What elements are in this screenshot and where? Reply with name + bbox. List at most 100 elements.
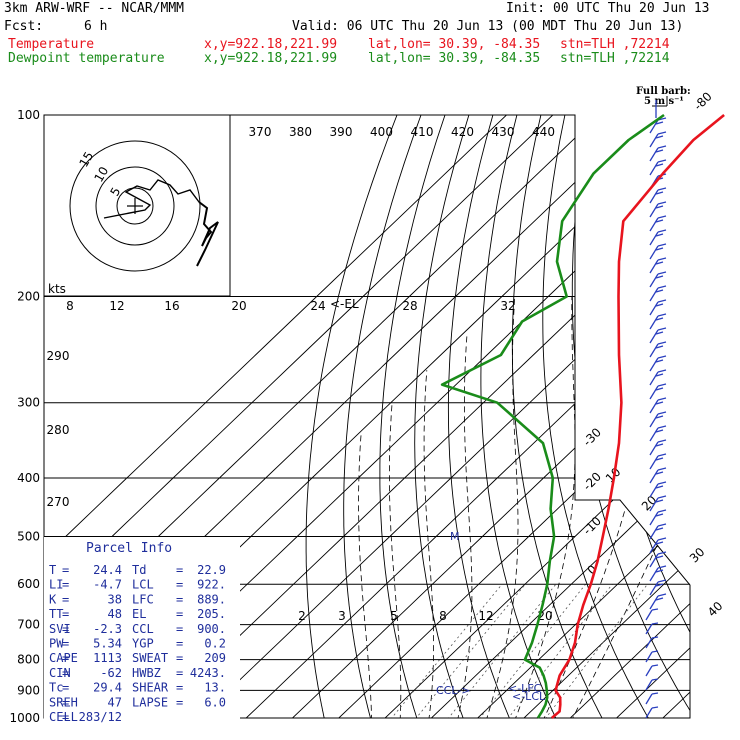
parcel-key: PW — [49, 637, 64, 651]
wind-barb — [649, 189, 659, 204]
wind-barb — [649, 455, 659, 470]
isotherm-line — [338, 115, 690, 718]
parcel-value: 5.34 — [93, 637, 122, 651]
parcel-value: 283/12 — [79, 710, 122, 724]
dewpoint-latlon: lat,lon= 30.39, -84.35 — [368, 51, 541, 66]
wind-barb — [645, 623, 653, 635]
wind-barb-flag — [657, 201, 667, 205]
hodograph-trace-upper — [196, 201, 219, 267]
wind-barb-flag — [655, 205, 664, 209]
wind-barb-flag — [655, 527, 664, 531]
wind-barb-flag — [655, 121, 664, 125]
pressure-tick-label: 300 — [17, 396, 40, 410]
wind-barb-flag — [657, 355, 667, 359]
moist-adiabat-line — [565, 296, 690, 718]
parcel-eq2: = — [176, 592, 183, 606]
wind-barb-flag — [655, 597, 664, 601]
parcel-eq2: = — [176, 563, 183, 577]
wind-barb — [649, 581, 659, 596]
wind-barb — [649, 469, 659, 484]
wind-barb-flag — [657, 579, 667, 583]
isotherm-line — [384, 115, 690, 718]
legend-dewpoint: Dewpoint temperature — [8, 51, 165, 66]
pressure-tick-label: 200 — [17, 290, 40, 304]
isotherm-line — [662, 115, 690, 718]
isotherm-line — [431, 115, 690, 718]
theta-label-left: 280 — [47, 423, 70, 437]
wind-barb-flag — [657, 299, 667, 303]
wind-barb-flag — [655, 275, 664, 279]
wind-barb-flag — [651, 636, 659, 639]
wind-barb — [649, 119, 659, 134]
parcel-eq: = — [62, 710, 69, 724]
wind-barb-flag — [655, 387, 664, 391]
parcel-key: LI — [49, 578, 63, 592]
dry-adiabat-line — [414, 115, 470, 718]
mixing-ratio-label-lower: 3 — [338, 609, 346, 623]
parcel-value: -2.3 — [93, 622, 122, 636]
wind-barb-flag — [655, 331, 664, 335]
wind-barb — [649, 539, 659, 554]
parcel-eq: = — [62, 622, 69, 636]
wind-barb-flag — [655, 513, 664, 517]
wind-barb — [649, 287, 659, 302]
wind-barb — [649, 231, 659, 246]
wind-barb-flag — [657, 509, 667, 513]
dry-adiabat-line — [708, 115, 740, 731]
ccl-marker: CCL-> — [436, 684, 470, 697]
parcel-eq: = — [62, 666, 69, 680]
wind-barb-flag — [657, 397, 667, 401]
parcel-eq: = — [62, 563, 69, 577]
theta-label: 370 — [249, 125, 272, 139]
mixing-ratio-line — [405, 583, 526, 718]
wind-barb-flag — [657, 215, 667, 219]
wind-barb-flag — [655, 583, 664, 587]
wind-barb-flag — [657, 271, 667, 275]
wind-barb — [649, 497, 659, 512]
isotherm-line — [153, 115, 690, 718]
wind-barb-flag — [657, 229, 667, 233]
lcl-marker: <-LCL — [512, 690, 546, 703]
parcel-value2: 22.9 — [197, 563, 226, 577]
theta-label: 390 — [330, 125, 353, 139]
mixing-ratio-label-lower: 12 — [478, 609, 493, 623]
wind-barb — [649, 315, 659, 330]
wind-barb — [649, 413, 659, 428]
wind-barb-flag — [657, 537, 667, 541]
wind-barb — [649, 245, 659, 260]
wind-barb-flag — [657, 453, 667, 457]
isotherm-line — [292, 115, 690, 718]
model-title: 3km ARW-WRF -- NCAR/MMM — [4, 1, 185, 16]
parcel-value: 1113 — [93, 651, 122, 665]
hodograph-units: kts — [48, 282, 66, 296]
wind-barb-flag — [657, 425, 667, 429]
parcel-value2: 209 — [204, 651, 226, 665]
wind-barbs — [645, 100, 667, 719]
wind-barb-flag — [657, 313, 667, 317]
parcel-eq: = — [62, 607, 69, 621]
wind-barb-flag — [657, 257, 667, 261]
isotherm-label-right: 40 — [705, 599, 726, 620]
parcel-value2: 0.2 — [204, 637, 226, 651]
isotherm-line — [44, 115, 507, 718]
isotherm-line — [245, 115, 690, 718]
mixing-ratio-label: 12 — [109, 299, 124, 313]
parcel-eq2: = — [176, 681, 183, 695]
mixing-ratio-line — [469, 583, 586, 718]
parcel-value: 48 — [108, 607, 122, 621]
wind-barb-flag — [655, 289, 664, 293]
dry-adiabat-line — [480, 115, 563, 718]
parcel-key2: SWEAT — [132, 651, 168, 665]
wind-barb-flag — [655, 555, 664, 559]
parcel-value2: 922. — [197, 578, 226, 592]
wind-barb-flag — [655, 303, 664, 307]
wind-barb — [649, 133, 659, 148]
parcel-key: CIN — [49, 666, 71, 680]
wind-barb-flag — [657, 411, 667, 415]
wind-barb — [649, 357, 659, 372]
wind-barb-flag — [651, 706, 659, 709]
barb-legend-title: Full barb: — [636, 86, 691, 97]
wind-barb-flag — [657, 159, 667, 163]
theta-label: 430 — [492, 125, 515, 139]
parcel-value2: 205. — [197, 607, 226, 621]
